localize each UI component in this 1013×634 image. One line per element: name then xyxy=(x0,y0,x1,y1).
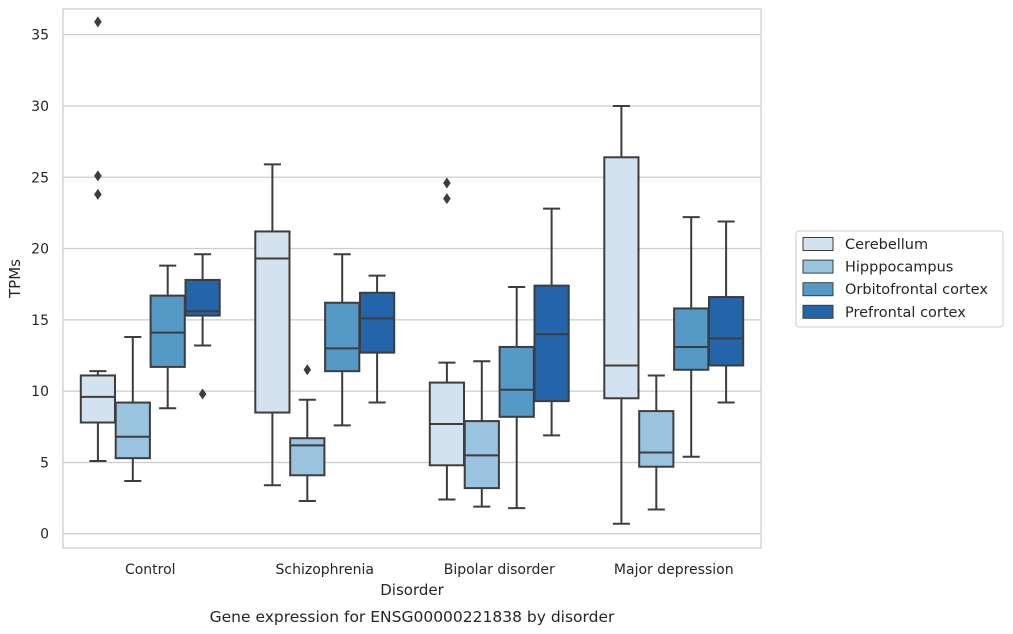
y-axis-label: TPMs xyxy=(6,259,24,299)
box-2-2 xyxy=(498,286,535,510)
box-body xyxy=(603,156,640,400)
legend-swatch xyxy=(802,237,834,251)
y-tick-label: 0 xyxy=(40,527,49,543)
x-tick-labels: Control Schizophrenia Bipolar disorder Majo… xyxy=(125,562,734,578)
box-0-3 xyxy=(603,104,640,525)
legend-swatch xyxy=(802,304,834,319)
box-body xyxy=(149,294,186,368)
outlier-point xyxy=(94,188,102,200)
y-tick-label: 30 xyxy=(31,99,49,115)
box-body xyxy=(673,307,710,371)
outlier-point xyxy=(443,193,451,205)
box-1-0 xyxy=(114,335,151,482)
outlier-point xyxy=(443,177,451,189)
outlier-point xyxy=(94,170,102,182)
x-tick-label: Schizophrenia xyxy=(276,562,374,578)
box-3-3 xyxy=(707,220,745,404)
legend-label: Orbitofrontal cortex xyxy=(845,282,988,298)
box-body xyxy=(707,296,745,367)
legend: Cerebellum Hipppocampus Orbitofrontal cort… xyxy=(795,230,1004,328)
box-3-2 xyxy=(533,207,570,437)
y-tick-label: 15 xyxy=(31,313,49,329)
box-1-2 xyxy=(463,360,500,508)
x-tick-label: Major depression xyxy=(614,562,734,578)
box-body xyxy=(289,437,326,477)
box-body xyxy=(324,301,361,373)
y-tick-label: 25 xyxy=(31,170,49,186)
chart-caption: Gene expression for ENSG00000221838 by d… xyxy=(210,608,615,626)
y-tick-label: 20 xyxy=(31,242,49,258)
box-3-0 xyxy=(184,253,221,400)
x-tick-label: Bipolar disorder xyxy=(444,562,555,578)
x-tick-label: Control xyxy=(125,562,176,578)
x-axis-label: Disorder xyxy=(380,581,444,599)
boxes xyxy=(79,16,745,525)
y-tick-label: 35 xyxy=(31,28,49,44)
box-2-0 xyxy=(149,264,186,410)
box-body xyxy=(184,278,221,317)
legend-swatch xyxy=(802,282,834,297)
box-body xyxy=(498,345,535,418)
box-body xyxy=(533,284,570,403)
box-1-3 xyxy=(638,374,675,511)
legend-label: Prefrontal cortex xyxy=(845,305,966,321)
y-tick-label: 10 xyxy=(31,384,49,400)
box-3-1 xyxy=(358,274,396,404)
box-1-1 xyxy=(289,364,326,502)
legend-swatch xyxy=(802,259,834,274)
box-0-0 xyxy=(79,16,117,463)
legend-label: Cerebellum xyxy=(845,237,928,253)
box-body xyxy=(358,291,396,354)
legend-label: Hipppocampus xyxy=(845,260,953,276)
box-2-3 xyxy=(673,216,710,458)
box-0-2 xyxy=(428,177,466,501)
outlier-point xyxy=(94,16,102,28)
y-tick-label: 5 xyxy=(40,455,49,471)
box-body xyxy=(114,401,151,460)
box-0-1 xyxy=(254,163,291,487)
box-body xyxy=(79,374,117,424)
box-body xyxy=(638,410,675,468)
outlier-point xyxy=(198,388,207,400)
outlier-point xyxy=(303,364,312,376)
legend-frame xyxy=(795,230,1004,328)
y-tick-labels: 0 5 10 15 20 25 30 35 xyxy=(31,28,49,543)
box-body xyxy=(254,230,291,414)
